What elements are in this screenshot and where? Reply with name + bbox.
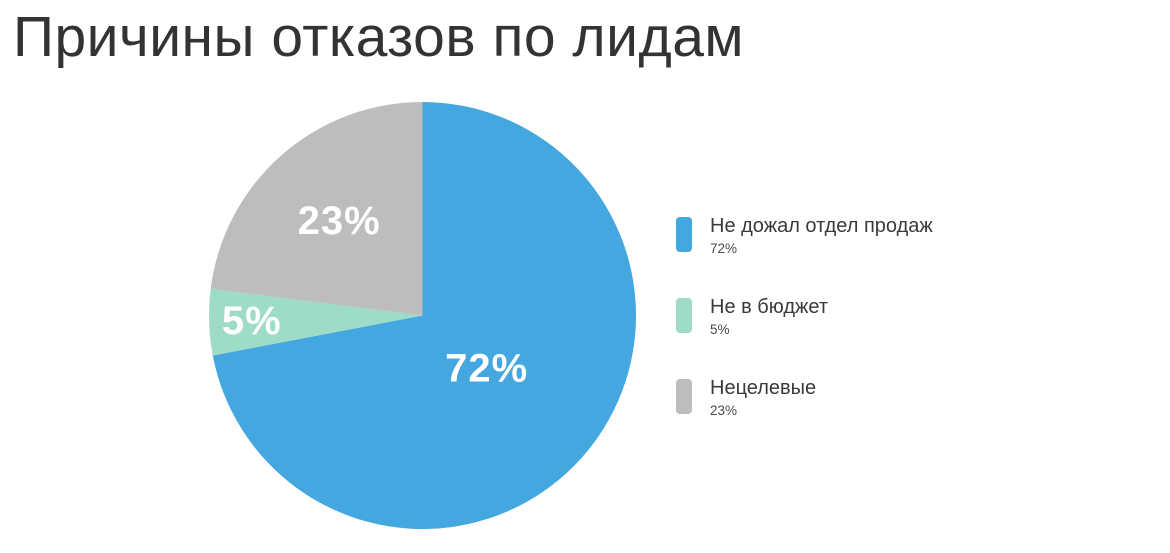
legend-item-budget: Не в бюджет 5% xyxy=(676,295,933,338)
legend-value: 72% xyxy=(710,241,738,256)
slice-label-2: 23% xyxy=(298,199,381,243)
legend-swatch-gray xyxy=(676,379,692,414)
pie-slice-1 xyxy=(209,288,423,356)
legend-item-sales: Не дожал отдел продаж 72% xyxy=(676,214,933,257)
chart-legend: Не дожал отдел продаж 72% Не в бюджет 5%… xyxy=(676,214,933,419)
chart-title: Причины отказов по лидам xyxy=(13,5,745,69)
legend-value: 5% xyxy=(710,322,730,337)
legend-label: Не дожал отдел продаж xyxy=(710,215,933,237)
slice-label-1: 5% xyxy=(222,299,282,343)
legend-swatch-mint xyxy=(676,298,692,333)
legend-texts: Не дожал отдел продаж 72% xyxy=(710,214,933,257)
legend-item-nontarget: Нецелевые 23% xyxy=(676,376,933,419)
legend-label: Не в бюджет xyxy=(710,296,828,318)
legend-label: Нецелевые xyxy=(710,377,817,399)
legend-swatch-blue xyxy=(676,217,692,252)
pie-slice-0 xyxy=(212,102,636,529)
legend-texts: Не в бюджет 5% xyxy=(710,295,828,338)
slice-label-0: 72% xyxy=(445,347,528,391)
legend-texts: Нецелевые 23% xyxy=(710,376,816,419)
pie-slice-2 xyxy=(210,102,423,316)
pie-chart: 72% 5% 23% xyxy=(209,102,636,529)
legend-value: 23% xyxy=(710,403,738,418)
